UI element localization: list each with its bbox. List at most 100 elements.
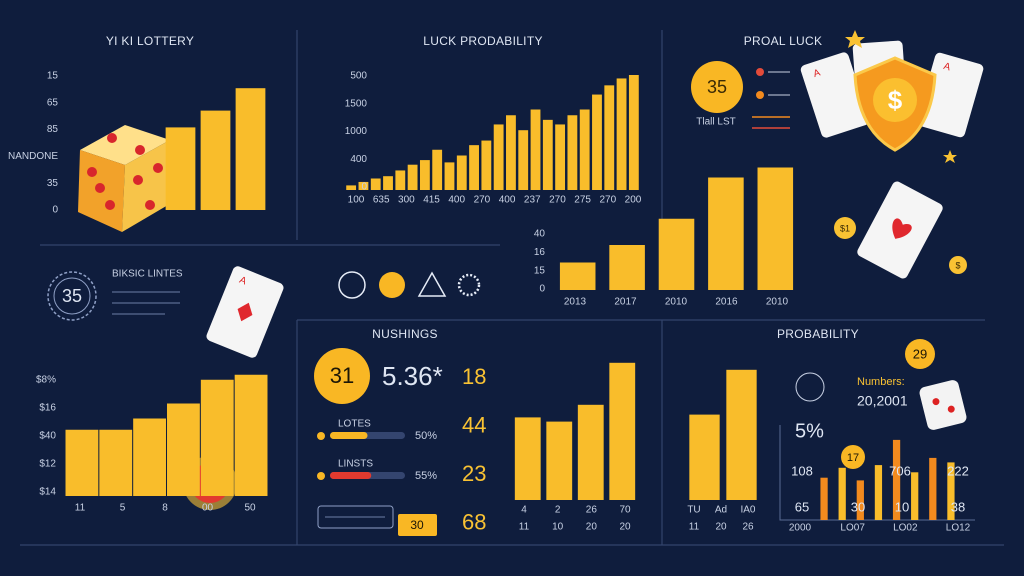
chip-label: $1	[840, 223, 850, 233]
x-tick-label: 20	[715, 522, 727, 533]
x-tick-label: 2010	[665, 297, 688, 308]
icon-row[interactable]	[338, 271, 481, 299]
widget-title: BIKSIC LINTES	[112, 269, 183, 280]
x-tick-label: LO12	[946, 523, 971, 534]
x-tick-label: 2016	[715, 297, 738, 308]
separators	[20, 30, 1004, 546]
bar	[947, 462, 955, 520]
big-value: 5.36*	[382, 361, 443, 391]
bar	[469, 145, 479, 190]
bar	[579, 109, 590, 190]
x-tick-label: 635	[373, 195, 390, 206]
row-number: 30	[851, 499, 865, 514]
x-tick-label: 270	[599, 195, 616, 206]
bar	[658, 218, 695, 290]
y-tick-label: $8%	[36, 375, 56, 386]
y-tick-label: 15	[534, 265, 546, 276]
text-lines	[112, 291, 180, 315]
cards-decoration: A A $ A	[206, 30, 984, 430]
progress-name: LINSTS	[338, 459, 373, 470]
bar	[757, 167, 794, 290]
bar	[493, 124, 504, 190]
bar	[99, 429, 133, 496]
bar	[167, 403, 200, 496]
bar	[358, 181, 369, 190]
ring-value: 35	[62, 286, 82, 306]
bar	[165, 127, 196, 210]
bar	[530, 109, 541, 190]
dot	[317, 472, 325, 480]
x-tick-label: 270	[549, 195, 566, 206]
x-tick-label: 2	[555, 505, 561, 516]
dice-decoration	[78, 125, 170, 232]
x-tick-label: 26	[586, 505, 598, 516]
bar	[346, 185, 357, 190]
y-tick-label: $16	[39, 403, 56, 414]
x-tick-label: 270	[474, 195, 491, 206]
bar	[235, 88, 266, 210]
badge	[905, 339, 935, 369]
bar	[395, 170, 406, 190]
y-tick-label: 15	[47, 71, 59, 82]
bar	[456, 155, 467, 190]
x-tick-label: 2010	[766, 297, 789, 308]
row-number: 38	[951, 499, 965, 514]
x-tick-label: 400	[499, 195, 516, 206]
y-tick-label: 0	[361, 182, 367, 193]
x-tick-label: 4	[521, 505, 527, 516]
x-tick-label: 2017	[614, 297, 637, 308]
y-tick-label: $14	[39, 487, 56, 498]
legend	[752, 68, 790, 129]
row-number: 10	[895, 499, 909, 514]
bar	[628, 75, 639, 190]
ring	[47, 271, 97, 321]
widget-title: NUSHINGS	[372, 327, 438, 341]
numbers-label: Numbers:	[857, 376, 905, 388]
bar	[929, 457, 937, 520]
bar	[577, 404, 604, 500]
y-tick-label: 1000	[345, 126, 368, 137]
input-box[interactable]	[317, 505, 394, 529]
x-tick-label: 26	[742, 522, 754, 533]
bar	[567, 115, 578, 190]
progress-label: 50%	[415, 430, 437, 442]
numbers-value: 20,2001	[857, 393, 908, 409]
progress-fill	[330, 472, 372, 479]
coin-label: Tlall LST	[696, 117, 735, 128]
side-number: 23	[462, 461, 486, 486]
x-tick-label: 20	[619, 522, 631, 533]
x-tick-label: 10	[552, 522, 564, 533]
row-number: 706	[889, 463, 911, 478]
x-tick-label: 11	[75, 503, 86, 514]
bar	[820, 477, 828, 520]
widget-title: PROBABILITY	[777, 327, 859, 341]
button[interactable]	[398, 514, 437, 536]
ring-inner	[53, 277, 91, 315]
coin-value: 35	[707, 77, 727, 97]
percent: 5%	[795, 420, 824, 442]
x-tick-label: 415	[423, 195, 440, 206]
bar	[419, 160, 430, 190]
x-tick-label: LO02	[893, 523, 918, 534]
bar	[542, 119, 553, 190]
y-tick-label: NANDONE	[8, 151, 58, 162]
chip-label: 17	[847, 452, 859, 464]
chart-title: YI KI LOTTERY	[106, 34, 194, 48]
bar	[234, 374, 268, 496]
y-tick-label: $40	[39, 431, 56, 442]
coin	[691, 61, 743, 113]
y-tick-label: $12	[39, 459, 56, 470]
x-tick-label: 400	[448, 195, 465, 206]
bar	[689, 414, 720, 500]
badge-value: 31	[330, 363, 354, 388]
x-tick-label: 237	[524, 195, 541, 206]
x-tick-label: 11	[519, 522, 530, 533]
side-number: 68	[462, 509, 486, 534]
y-tick-label: 0	[52, 205, 58, 216]
bar	[200, 110, 231, 210]
bar	[559, 262, 596, 290]
x-tick-label: 200	[625, 195, 642, 206]
bar	[506, 115, 516, 190]
x-tick-label: 5	[120, 503, 126, 514]
